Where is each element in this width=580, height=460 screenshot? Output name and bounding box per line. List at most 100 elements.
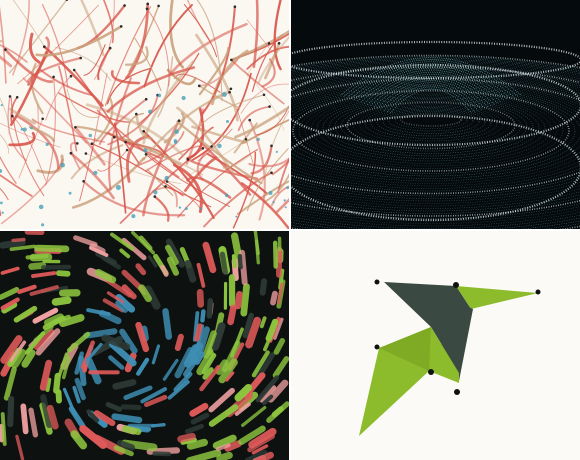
strand-line [250, 144, 273, 175]
strand-node [153, 195, 157, 198]
wave-dome-line [363, 72, 499, 104]
brush-stroke [13, 305, 38, 323]
strand-line [146, 8, 170, 87]
strand-line [28, 125, 55, 143]
wave-ring [291, 63, 580, 224]
brush-stroke [140, 387, 167, 404]
strand-node [76, 142, 79, 145]
wave-ring [291, 89, 576, 174]
strand-line [0, 173, 33, 197]
branching-strands-tile [0, 0, 289, 229]
brush-stroke [112, 379, 137, 390]
strand-speck [22, 127, 27, 132]
brush-stroke [273, 338, 286, 355]
strand-line [146, 168, 174, 196]
brush-stroke [234, 290, 243, 310]
brush-stroke [135, 263, 147, 276]
strand-line [98, 98, 148, 146]
strand-line [248, 119, 266, 221]
strand-node [144, 153, 148, 156]
strand-speck [164, 175, 169, 181]
strand-speck [217, 143, 222, 149]
strand-line [277, 157, 289, 194]
brush-stroke [29, 285, 59, 296]
strand-node [230, 58, 233, 62]
strand-line [55, 46, 112, 81]
strand-line [45, 75, 72, 121]
strand-line [45, 76, 56, 186]
brush-stroke [240, 283, 250, 317]
wave-band [291, 114, 580, 222]
strand-node [186, 158, 190, 161]
strand-line [28, 32, 41, 64]
strand-node [145, 7, 149, 11]
brush-stroke [34, 244, 70, 253]
strand-node [177, 119, 181, 122]
strand-speck [178, 206, 182, 209]
brush-stroke [93, 410, 116, 427]
strand-node [4, 48, 7, 51]
brush-stroke [241, 405, 267, 427]
strand-line [201, 5, 236, 115]
strand-node [69, 74, 73, 78]
brush-stroke [116, 440, 135, 451]
strand-node [228, 90, 231, 94]
bird-wing-tip [456, 286, 538, 309]
strand-node [270, 171, 273, 174]
brush-stroke [101, 255, 121, 270]
wireframe-wave-art [291, 0, 580, 229]
brush-stroke [234, 402, 251, 416]
strand-line [108, 77, 132, 191]
brush-stroke [119, 248, 131, 259]
strand-node [248, 118, 251, 122]
vertex-dot [454, 389, 460, 395]
brush-stroke [0, 287, 20, 301]
strand-line [270, 185, 289, 207]
strand-node [267, 42, 271, 45]
brush-stroke [115, 300, 129, 313]
strand-line [38, 68, 93, 97]
brush-stroke [121, 425, 142, 435]
brush-stroke [211, 322, 226, 351]
brush-stroke [273, 317, 284, 340]
brush-stroke [0, 266, 20, 275]
brush-stroke [259, 278, 268, 296]
brush-stroke [188, 350, 198, 364]
strand-line [41, 4, 69, 88]
wave-dome-line [377, 80, 485, 109]
strand-line [107, 94, 159, 146]
strand-node [74, 126, 77, 129]
brush-stroke [162, 308, 173, 340]
brush-stroke [106, 278, 133, 298]
strand-line [173, 163, 203, 214]
wave-ring [291, 65, 580, 219]
brush-stroke [202, 330, 217, 359]
strand-speck [235, 215, 238, 218]
strand-node [125, 148, 129, 152]
strand-node [108, 46, 112, 50]
brush-stroke [55, 270, 71, 277]
wave-ring [291, 87, 580, 177]
brush-stroke [242, 312, 254, 339]
brush-stroke [33, 329, 55, 351]
strand-line [186, 0, 210, 41]
strand-speck [222, 92, 227, 97]
brush-stroke [239, 249, 248, 286]
brush-stroke [123, 385, 153, 401]
strand-speck [284, 206, 287, 209]
brush-stroke [72, 385, 81, 404]
strand-line [74, 125, 106, 166]
strand-node [119, 25, 123, 28]
wave-dome-line [386, 86, 476, 113]
strand-speck [286, 186, 289, 190]
strand-line [237, 105, 271, 132]
vertex-dot [374, 279, 380, 285]
strand-node [164, 185, 167, 188]
wave-ring [328, 98, 534, 157]
brush-stroke [234, 383, 253, 402]
strand-line [142, 91, 231, 161]
wave-dome-line [390, 88, 472, 114]
strand-line [197, 59, 239, 87]
strand-line [246, 43, 270, 77]
strand-line [186, 176, 232, 199]
